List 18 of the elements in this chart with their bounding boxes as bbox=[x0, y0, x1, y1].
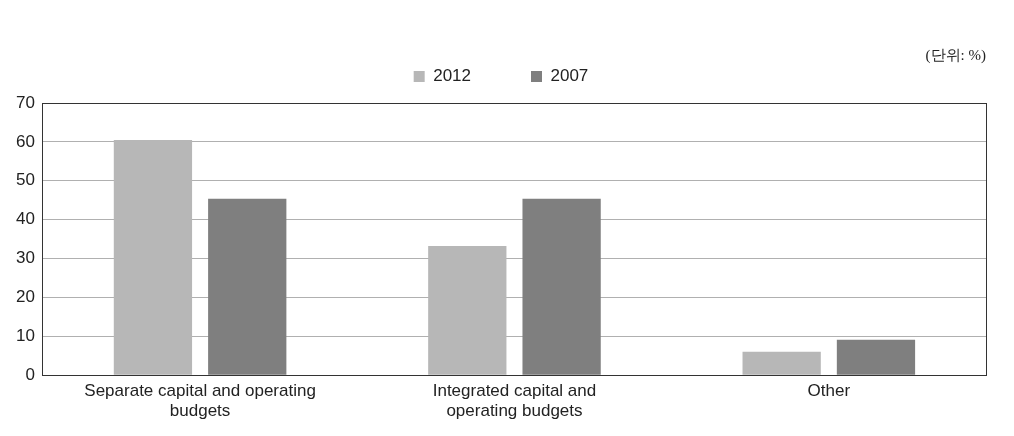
bar bbox=[522, 198, 601, 375]
bar bbox=[742, 351, 821, 375]
y-tick-label: 10 bbox=[15, 326, 35, 345]
legend-label: 2007 bbox=[550, 66, 589, 86]
x-tick-label: Separate capital and operating budgets bbox=[84, 381, 316, 421]
bar bbox=[208, 198, 287, 375]
text: (단위: %) bbox=[925, 46, 986, 64]
y-tick-label: 50 bbox=[15, 170, 35, 190]
y-tick-label: 70 bbox=[15, 92, 35, 112]
y-tick-label: 30 bbox=[15, 248, 35, 268]
legend-label: 2012 bbox=[433, 66, 472, 86]
bar bbox=[836, 339, 916, 375]
x-tick-label: Other bbox=[807, 381, 851, 401]
y-tick-label: 60 bbox=[15, 131, 35, 151]
y-tick-label: 40 bbox=[15, 209, 35, 229]
y-tick-label: 0 bbox=[25, 364, 35, 384]
y-tick-label: 20 bbox=[15, 287, 35, 307]
x-tick-label: Integrated capital and operating budgets bbox=[432, 381, 597, 421]
